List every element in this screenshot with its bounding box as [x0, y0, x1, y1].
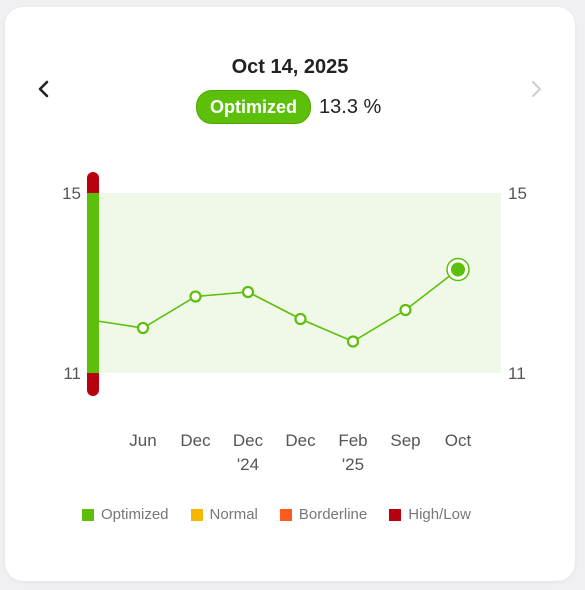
legend-swatch	[279, 508, 292, 521]
low-cap-bar	[87, 366, 99, 396]
legend-swatch	[389, 508, 402, 521]
data-point	[399, 303, 412, 317]
optimized-range-band	[99, 193, 501, 373]
x-tick-label: Dec	[233, 431, 264, 450]
legend-item: Borderline	[279, 506, 368, 523]
data-point	[241, 285, 255, 299]
legend-label: Optimized	[101, 506, 169, 523]
reading-value: 13.3 %	[319, 95, 382, 118]
data-point	[346, 335, 360, 348]
data-point	[136, 321, 150, 335]
data-point	[294, 312, 307, 326]
legend-item: High/Low	[389, 506, 471, 523]
y-tick-label-left: 15	[62, 184, 81, 203]
legend-item: Optimized	[82, 506, 169, 523]
series-line	[98, 268, 459, 343]
status-badge: Optimized	[196, 90, 312, 124]
chevron-left-icon	[38, 80, 49, 98]
next-button[interactable]	[521, 74, 551, 104]
x-tick-label: '25	[342, 455, 364, 474]
x-tick-label: Dec	[180, 431, 211, 450]
reading-date: Oct 14, 2025	[231, 56, 349, 78]
y-tick-label-right: 15	[508, 184, 527, 203]
optimized-range-bar	[87, 193, 99, 373]
legend-label: Borderline	[298, 506, 368, 523]
x-tick-label: Feb	[338, 431, 367, 450]
y-tick-label-left: 11	[63, 364, 81, 383]
chart-legend: Optimized Normal Borderline High/Low	[82, 506, 493, 523]
status-row: Optimized 13.3 %	[196, 90, 381, 124]
legend-label: Normal	[209, 506, 258, 523]
data-point	[189, 290, 202, 303]
previous-button[interactable]	[29, 74, 59, 104]
selected-data-point	[451, 262, 465, 277]
chevron-right-icon	[531, 80, 542, 98]
x-tick-label: '24	[237, 455, 259, 474]
legend-label: High/Low	[408, 506, 471, 523]
x-tick-label: Sep	[390, 431, 420, 450]
x-tick-label: Jun	[129, 431, 156, 450]
x-tick-label: Oct	[445, 431, 472, 450]
legend-swatch	[190, 508, 203, 521]
legend-item: Normal	[190, 506, 258, 523]
y-tick-label-right: 11	[508, 364, 526, 383]
x-tick-label: Dec	[285, 431, 316, 450]
legend-swatch	[82, 508, 94, 521]
